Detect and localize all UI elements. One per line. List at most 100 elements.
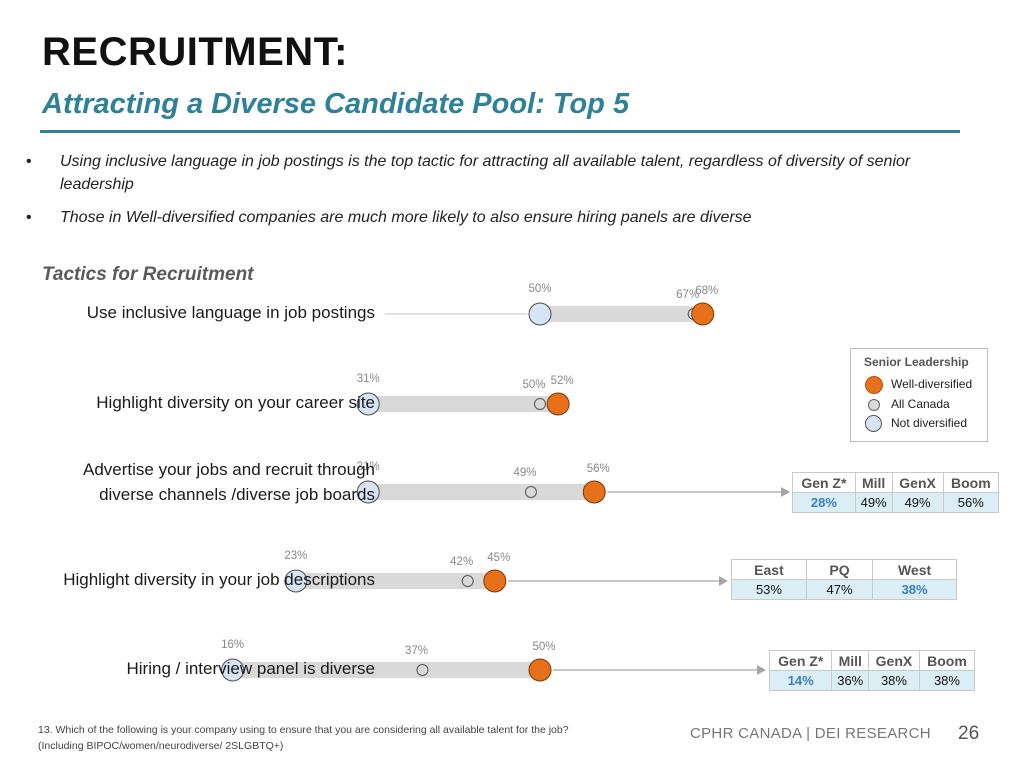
legend-label: All Canada bbox=[891, 397, 950, 411]
chart-section-label: Tactics for Recruitment bbox=[42, 264, 254, 285]
table-header-cell: West bbox=[872, 559, 957, 580]
not-diversified-value-label: 50% bbox=[528, 283, 551, 295]
title-divider bbox=[40, 130, 960, 133]
well-diversified-value-label: 45% bbox=[487, 552, 510, 564]
well-diversified-value-label: 52% bbox=[551, 375, 574, 387]
tactic-label: Hiring / interview panel is diverse bbox=[127, 656, 376, 681]
not-diversified-marker bbox=[528, 302, 552, 326]
table-header-row: Gen Z* Mill GenX Boom bbox=[768, 650, 976, 671]
legend-item-all-canada: All Canada bbox=[863, 397, 950, 411]
well-diversified-marker bbox=[582, 480, 606, 504]
not-diversified-marker bbox=[221, 658, 245, 682]
all-canada-value-label: 49% bbox=[513, 467, 536, 479]
table-header-cell: East bbox=[731, 559, 807, 580]
tactic-label: Highlight diversity on your career site bbox=[96, 390, 375, 415]
generation-breakdown-table-advertise: Gen Z* Mill GenX Boom 28% 49% 49% 56% bbox=[792, 472, 1000, 513]
range-bar bbox=[232, 662, 540, 678]
arrow-head bbox=[781, 487, 790, 497]
bullet-symbol: • bbox=[26, 153, 32, 170]
page-subtitle: Attracting a Diverse Candidate Pool: Top… bbox=[42, 88, 630, 120]
tactic-label-line: diverse channels /diverse job boards bbox=[99, 485, 375, 504]
legend-label: Well-diversified bbox=[891, 377, 973, 391]
footnote-note: (Including BIPOC/women/neurodiverse/ 2SL… bbox=[38, 740, 284, 752]
arrow-head bbox=[757, 665, 766, 675]
not-diversified-value-label: 31% bbox=[357, 461, 380, 473]
tactic-label-line: Advertise your jobs and recruit through bbox=[83, 460, 375, 479]
all-canada-marker bbox=[524, 486, 537, 498]
well-diversified-marker bbox=[546, 392, 570, 416]
not-diversified-value-label: 16% bbox=[221, 639, 244, 651]
well-diversified-value-label: 56% bbox=[587, 463, 610, 475]
finding-item: • Those in Well-diversified companies ar… bbox=[26, 206, 986, 229]
all-canada-marker bbox=[416, 664, 429, 676]
table-header-cell: PQ bbox=[805, 559, 874, 580]
orange-circle-icon bbox=[865, 376, 883, 394]
table-row: 53% 47% 38% bbox=[731, 579, 957, 600]
finding-text: Using inclusive language in job postings… bbox=[60, 153, 911, 193]
tactic-label-line: Highlight diversity in your job descript… bbox=[63, 570, 375, 589]
tactic-label-line: Use inclusive language in job postings bbox=[86, 303, 375, 322]
well-diversified-marker bbox=[483, 569, 507, 593]
well-diversified-value-label: 50% bbox=[532, 641, 555, 653]
chart-legend: Senior Leadership Well-diversified All C… bbox=[850, 348, 988, 442]
table-header-cell: Mill bbox=[854, 472, 893, 493]
region-breakdown-table-descriptions: East PQ West 53% 47% 38% bbox=[731, 559, 957, 600]
legend-title: Senior Leadership bbox=[864, 355, 969, 369]
bullet-symbol: • bbox=[26, 209, 32, 226]
footer-brand: CPHR CANADA | DEI RESEARCH bbox=[690, 725, 931, 742]
table-header-cell: Mill bbox=[831, 650, 870, 671]
table-cell: 49% bbox=[891, 492, 944, 513]
table-cell: 47% bbox=[805, 579, 874, 600]
all-canada-value-label: 42% bbox=[450, 556, 473, 568]
table-cell: 49% bbox=[854, 492, 893, 513]
table-cell: 36% bbox=[831, 670, 870, 691]
footnote-question: 13. Which of the following is your compa… bbox=[38, 724, 569, 736]
blue-circle-icon bbox=[865, 415, 882, 432]
not-diversified-marker bbox=[356, 480, 380, 504]
range-bar bbox=[368, 484, 595, 500]
tactic-label-line: Highlight diversity on your career site bbox=[96, 393, 375, 412]
page-title: RECRUITMENT: bbox=[42, 30, 348, 74]
table-header-row: Gen Z* Mill GenX Boom bbox=[792, 472, 1000, 493]
table-header-cell: Gen Z* bbox=[792, 472, 856, 493]
not-diversified-value-label: 23% bbox=[284, 550, 307, 562]
table-header-cell: Boom bbox=[918, 650, 976, 671]
table-cell: 38% bbox=[868, 670, 920, 691]
tactic-label: Use inclusive language in job postings bbox=[87, 300, 375, 325]
well-diversified-value-label: 68% bbox=[695, 285, 718, 297]
finding-item: • Using inclusive language in job postin… bbox=[26, 150, 986, 196]
all-canada-marker bbox=[534, 398, 546, 410]
table-cell: 14% bbox=[768, 670, 833, 691]
grey-circle-icon bbox=[868, 398, 880, 411]
page-number: 26 bbox=[958, 723, 980, 744]
table-header-cell: GenX bbox=[868, 650, 920, 671]
table-cell: 53% bbox=[731, 579, 807, 600]
table-header-row: East PQ West bbox=[731, 559, 957, 580]
table-row: 14% 36% 38% 38% bbox=[768, 670, 976, 691]
table-header-cell: Boom bbox=[942, 472, 1000, 493]
arrow-head bbox=[719, 576, 728, 586]
all-canada-value-label: 67% bbox=[676, 289, 699, 301]
generation-breakdown-table-panel: Gen Z* Mill GenX Boom 14% 36% 38% 38% bbox=[768, 650, 976, 691]
tactic-label-line: Hiring / interview panel is diverse bbox=[126, 659, 376, 678]
range-bar bbox=[295, 573, 495, 589]
finding-text: Those in Well-diversified companies are … bbox=[60, 209, 752, 226]
not-diversified-marker bbox=[284, 569, 308, 593]
table-cell: 38% bbox=[872, 579, 957, 600]
all-canada-marker bbox=[461, 575, 474, 587]
table-row: 28% 49% 49% 56% bbox=[792, 492, 1000, 513]
all-canada-value-label: 37% bbox=[405, 645, 428, 657]
key-findings: • Using inclusive language in job postin… bbox=[26, 150, 986, 239]
not-diversified-marker bbox=[356, 392, 380, 416]
table-cell: 28% bbox=[792, 492, 856, 513]
table-cell: 56% bbox=[942, 492, 1000, 513]
range-bar bbox=[540, 306, 703, 322]
tactic-label: Highlight diversity in your job descript… bbox=[63, 567, 375, 592]
range-bar bbox=[368, 396, 559, 412]
well-diversified-marker bbox=[691, 302, 715, 326]
well-diversified-marker bbox=[528, 658, 552, 682]
table-cell: 38% bbox=[918, 670, 976, 691]
legend-item-not-diversified: Not diversified bbox=[863, 415, 967, 432]
survey-footnote: 13. Which of the following is your compa… bbox=[38, 722, 569, 754]
